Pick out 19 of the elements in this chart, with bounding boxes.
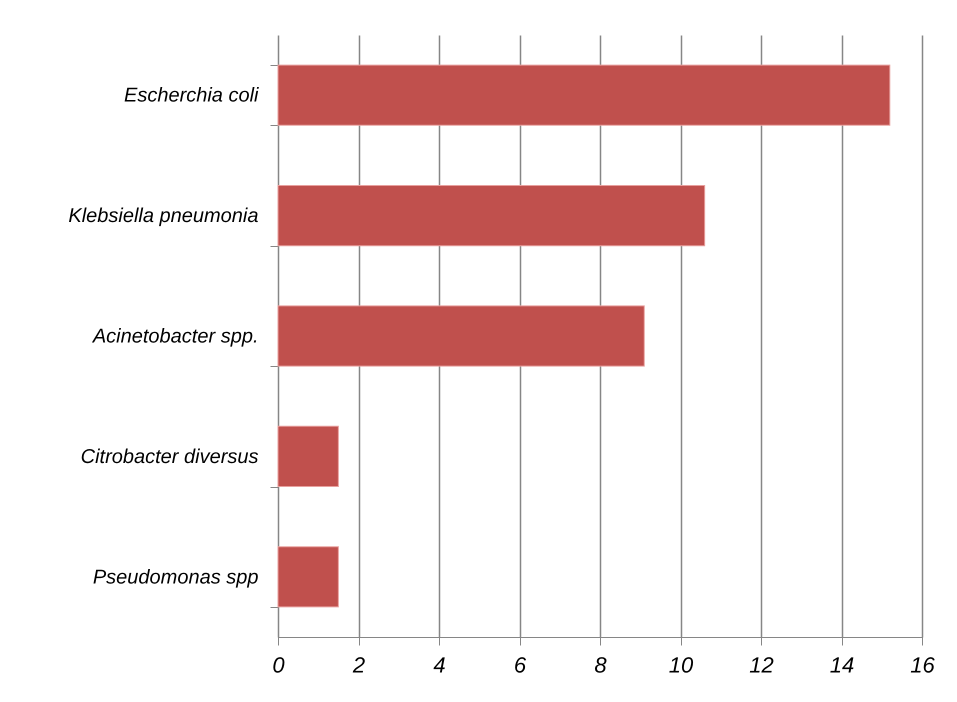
x-tick-label: 8 xyxy=(594,652,608,678)
y-tick-label: Pseudomonas spp xyxy=(92,566,258,588)
bar xyxy=(278,64,890,126)
y-tick-label: Escherchia coli xyxy=(124,84,260,107)
bar xyxy=(278,546,339,608)
x-tick-label: 14 xyxy=(830,652,854,678)
bar xyxy=(278,426,339,487)
x-tick-label: 16 xyxy=(910,652,936,678)
x-tick-label: 2 xyxy=(352,652,366,678)
x-tick-label: 0 xyxy=(272,652,286,678)
y-tick-label: Citrobacter diversus xyxy=(80,446,258,468)
bar xyxy=(278,185,706,246)
bar xyxy=(278,305,645,367)
x-tick-label: 6 xyxy=(514,652,527,678)
x-tick-label: 10 xyxy=(668,652,694,678)
y-tick-label: Acinetobacter spp. xyxy=(92,326,258,348)
x-tick-label: 12 xyxy=(749,652,774,678)
x-tick-label: 4 xyxy=(433,652,446,678)
y-tick-label: Klebsiella pneumonia xyxy=(68,205,258,228)
